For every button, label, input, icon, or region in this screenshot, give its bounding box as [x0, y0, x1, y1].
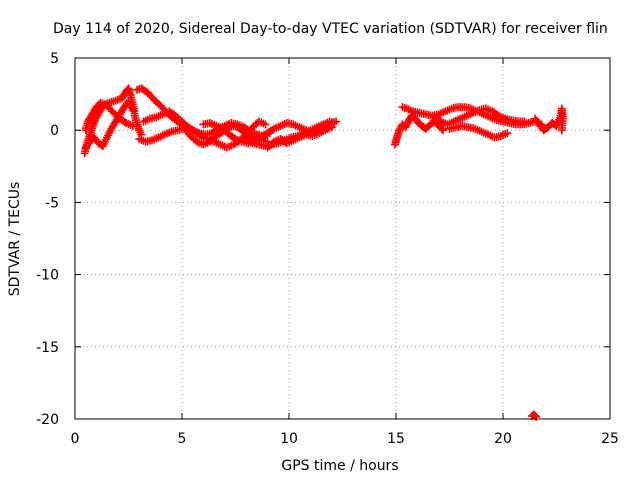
plot-frame	[74, 57, 611, 420]
data-point	[532, 412, 541, 421]
data-points	[80, 84, 567, 421]
y-tick-label: 5	[50, 51, 59, 67]
data-point	[90, 116, 99, 125]
x-axis-label: GPS time / hours	[281, 458, 398, 474]
data-point	[261, 120, 270, 129]
y-tick-label: -20	[36, 412, 59, 428]
data-point	[329, 118, 338, 127]
x-tick-label: 0	[71, 431, 80, 447]
data-point	[531, 411, 540, 420]
data-point	[327, 123, 336, 132]
data-point	[503, 129, 512, 138]
y-tick-label: -5	[45, 195, 59, 211]
y-axis-ticks: 5 0 -5 -10 -15 -20	[36, 51, 610, 428]
y-tick-label: -15	[36, 340, 59, 356]
x-tick-label: 20	[494, 431, 512, 447]
y-axis-label: SDTVAR / TECUs	[7, 182, 23, 297]
grid-lines	[75, 58, 610, 419]
x-tick-label: 5	[178, 431, 187, 447]
data-point	[437, 124, 446, 133]
data-point	[557, 126, 566, 135]
data-point	[439, 126, 448, 135]
y-tick-label: -10	[36, 268, 59, 284]
data-point	[247, 138, 256, 147]
data-point	[403, 119, 412, 128]
x-tick-label: 25	[601, 431, 619, 447]
x-axis-ticks: 0 5 10 15 20 25	[71, 58, 619, 447]
data-point	[520, 117, 529, 126]
chart-title: Day 114 of 2020, Sidereal Day-to-day VTE…	[53, 21, 608, 37]
y-tick-label: 0	[50, 123, 59, 139]
data-point	[128, 121, 137, 130]
data-point	[128, 105, 137, 114]
data-point	[402, 121, 411, 130]
x-tick-label: 15	[387, 431, 405, 447]
data-point	[401, 123, 410, 132]
x-tick-label: 10	[280, 431, 298, 447]
data-point	[89, 118, 98, 127]
